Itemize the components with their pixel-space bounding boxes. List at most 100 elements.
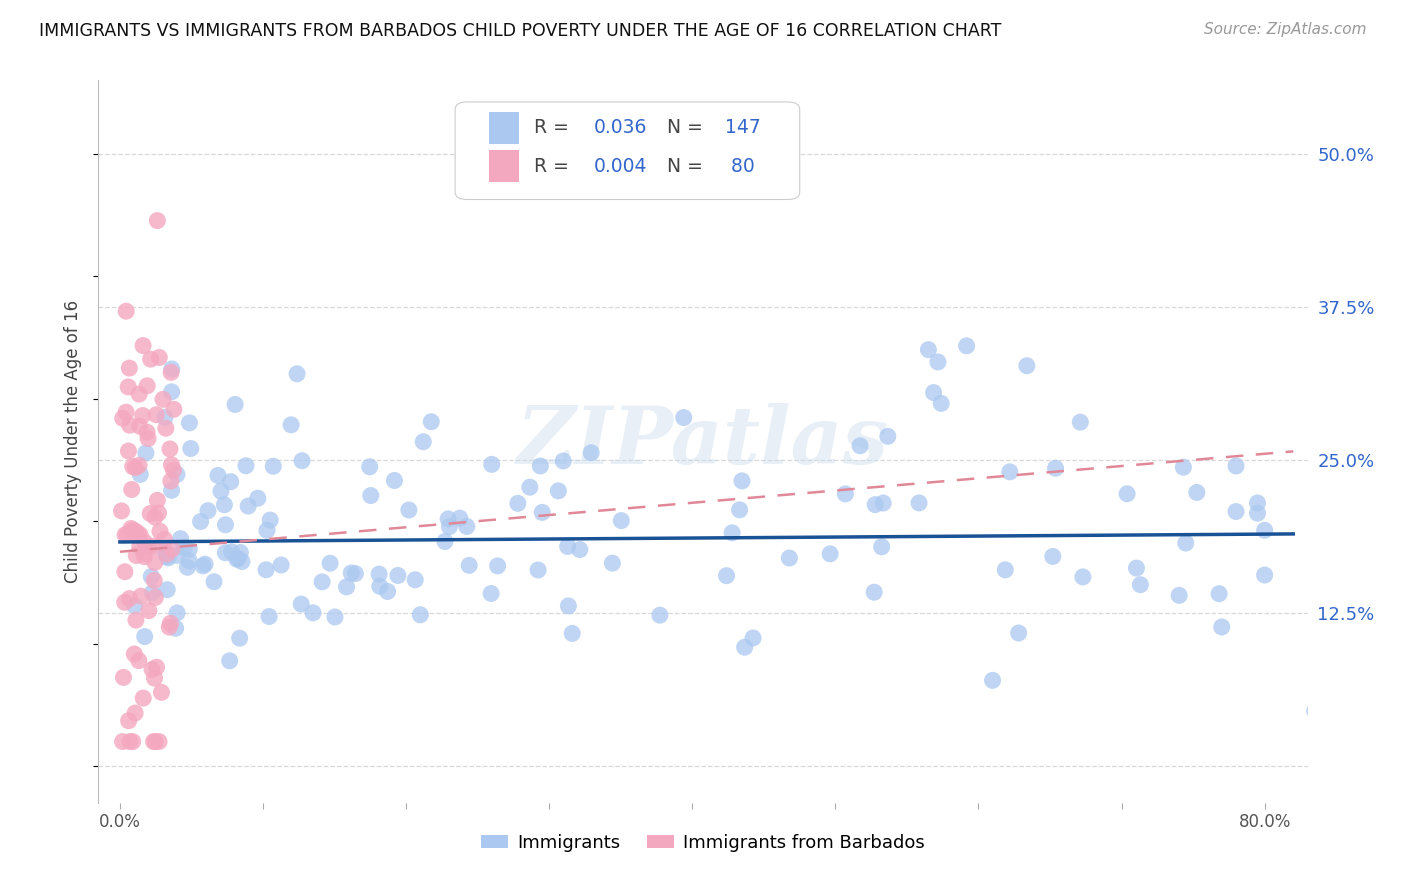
Point — [458, 558, 481, 573]
Point — [228, 631, 250, 645]
Point — [132, 546, 155, 560]
Point — [226, 551, 249, 566]
Point — [557, 540, 579, 554]
Point — [368, 567, 391, 582]
Point — [125, 613, 148, 627]
Text: 80: 80 — [724, 156, 755, 176]
Point — [236, 499, 259, 513]
Point — [922, 385, 945, 400]
Point — [145, 408, 167, 422]
Y-axis label: Child Poverty Under the Age of 16: Child Poverty Under the Age of 16 — [65, 300, 83, 583]
Point — [143, 591, 166, 605]
Point — [246, 491, 269, 506]
Point — [132, 691, 155, 706]
Point — [124, 460, 146, 475]
Point — [224, 397, 246, 411]
Point — [568, 542, 591, 557]
Point — [179, 542, 201, 557]
Point — [135, 446, 157, 460]
Point — [231, 555, 253, 569]
FancyBboxPatch shape — [456, 102, 800, 200]
Point — [398, 503, 420, 517]
Point — [1071, 570, 1094, 584]
Point — [1253, 568, 1275, 582]
Point — [527, 563, 550, 577]
Point — [529, 458, 551, 473]
Point — [486, 558, 509, 573]
Point — [506, 496, 529, 510]
Point — [145, 660, 167, 674]
Point — [179, 554, 201, 568]
Point — [173, 541, 195, 555]
Point — [169, 532, 191, 546]
Point — [834, 487, 856, 501]
Point — [157, 550, 180, 565]
Point — [285, 367, 308, 381]
Point — [166, 549, 188, 563]
Point — [128, 458, 150, 473]
Point — [115, 304, 138, 318]
Point — [1246, 496, 1268, 510]
Point — [121, 734, 143, 748]
Point — [1208, 587, 1230, 601]
Point — [146, 493, 169, 508]
Point — [121, 523, 143, 537]
Point — [262, 459, 284, 474]
Point — [734, 640, 756, 655]
Point — [160, 365, 183, 379]
Point — [302, 606, 325, 620]
Point — [1125, 561, 1147, 575]
Point — [876, 429, 898, 443]
Point — [360, 489, 382, 503]
Point — [929, 396, 952, 410]
Point — [179, 416, 201, 430]
Point — [148, 734, 170, 748]
Point — [191, 558, 214, 573]
Point — [1246, 506, 1268, 520]
Point — [114, 595, 136, 609]
Point — [156, 549, 179, 564]
Text: 0.004: 0.004 — [595, 156, 648, 176]
Point — [194, 557, 217, 571]
Point — [849, 439, 872, 453]
Point — [290, 597, 312, 611]
Point — [1015, 359, 1038, 373]
Point — [118, 418, 141, 433]
Text: N =: N = — [666, 119, 709, 137]
Point — [141, 586, 163, 600]
Point — [125, 549, 148, 563]
Point — [124, 706, 146, 720]
Point — [1173, 460, 1195, 475]
Point — [225, 552, 247, 566]
Point — [818, 547, 841, 561]
Point — [340, 566, 363, 580]
Point — [139, 352, 162, 367]
Point — [368, 579, 391, 593]
Point — [110, 504, 132, 518]
Point — [136, 378, 159, 392]
Point — [219, 475, 242, 489]
Point — [117, 444, 139, 458]
Point — [141, 662, 163, 676]
Point — [433, 534, 456, 549]
Point — [180, 442, 202, 456]
Point — [132, 338, 155, 352]
Point — [553, 454, 575, 468]
Point — [384, 474, 406, 488]
Point — [257, 609, 280, 624]
Point — [439, 519, 461, 533]
Point — [1129, 577, 1152, 591]
Point — [956, 339, 979, 353]
Point — [998, 465, 1021, 479]
Point — [160, 483, 183, 498]
Point — [1253, 524, 1275, 538]
Point — [221, 545, 243, 559]
Point — [235, 458, 257, 473]
Point — [404, 573, 426, 587]
Point — [335, 580, 357, 594]
Point — [672, 410, 695, 425]
Point — [153, 544, 176, 558]
Point — [143, 574, 166, 588]
Point — [141, 569, 163, 583]
Text: R =: R = — [534, 119, 575, 137]
